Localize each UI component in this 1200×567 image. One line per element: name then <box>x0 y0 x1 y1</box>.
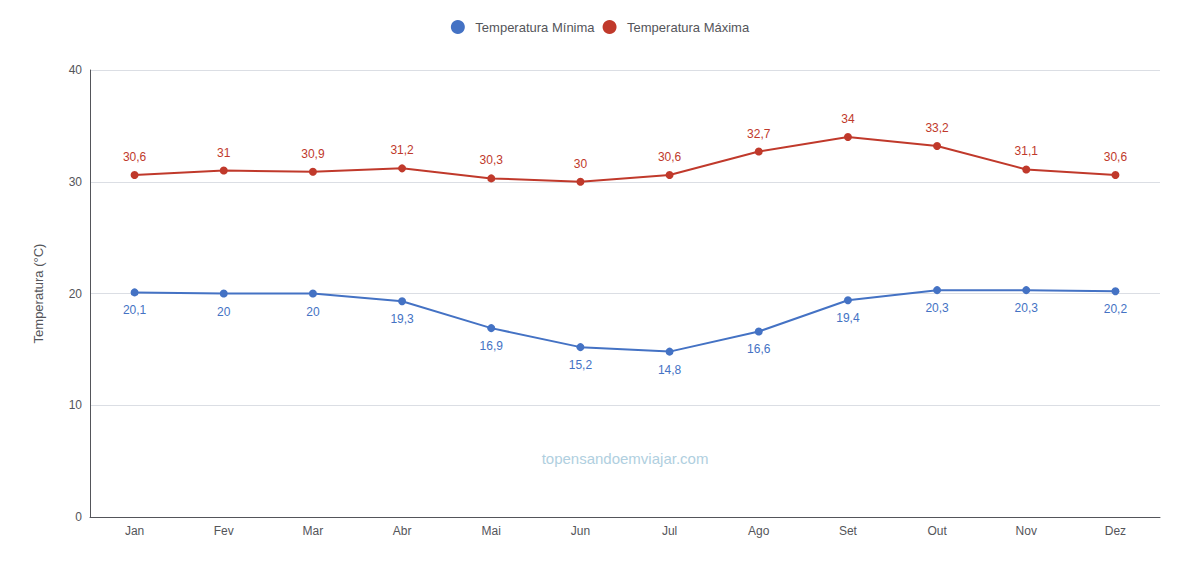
svg-text:16,6: 16,6 <box>747 342 771 356</box>
svg-text:Temperatura Máxima: Temperatura Máxima <box>627 20 750 35</box>
svg-text:30,9: 30,9 <box>301 147 325 161</box>
svg-text:31,2: 31,2 <box>390 143 414 157</box>
svg-text:30: 30 <box>574 157 588 171</box>
svg-text:19,4: 19,4 <box>836 311 860 325</box>
svg-text:31,1: 31,1 <box>1015 144 1039 158</box>
svg-text:topensandoemviajar.com: topensandoemviajar.com <box>542 450 709 467</box>
svg-text:20: 20 <box>217 305 231 319</box>
svg-text:30,6: 30,6 <box>123 150 147 164</box>
svg-text:Jun: Jun <box>571 524 590 538</box>
svg-text:15,2: 15,2 <box>569 358 593 372</box>
svg-text:Mai: Mai <box>482 524 501 538</box>
svg-text:30,6: 30,6 <box>1104 150 1128 164</box>
svg-text:31: 31 <box>217 146 231 160</box>
svg-text:34: 34 <box>841 112 855 126</box>
svg-text:30: 30 <box>69 175 83 189</box>
svg-text:30,3: 30,3 <box>480 153 504 167</box>
svg-text:Set: Set <box>839 524 858 538</box>
svg-text:20,3: 20,3 <box>1015 301 1039 315</box>
svg-text:Nov: Nov <box>1016 524 1037 538</box>
svg-text:Abr: Abr <box>393 524 412 538</box>
svg-text:Out: Out <box>927 524 947 538</box>
svg-text:19,3: 19,3 <box>390 312 414 326</box>
svg-text:20: 20 <box>306 305 320 319</box>
svg-text:14,8: 14,8 <box>658 363 682 377</box>
svg-text:20,1: 20,1 <box>123 303 147 317</box>
svg-text:Jan: Jan <box>125 524 144 538</box>
svg-text:20,3: 20,3 <box>925 301 949 315</box>
svg-text:20: 20 <box>69 287 83 301</box>
svg-text:40: 40 <box>69 63 83 77</box>
svg-text:Ago: Ago <box>748 524 770 538</box>
svg-text:Mar: Mar <box>303 524 324 538</box>
svg-text:Jul: Jul <box>662 524 677 538</box>
svg-text:33,2: 33,2 <box>925 121 949 135</box>
svg-text:Fev: Fev <box>214 524 234 538</box>
svg-text:30,6: 30,6 <box>658 150 682 164</box>
svg-text:32,7: 32,7 <box>747 127 771 141</box>
svg-text:16,9: 16,9 <box>480 339 504 353</box>
svg-text:20,2: 20,2 <box>1104 302 1128 316</box>
svg-text:Temperatura Mínima: Temperatura Mínima <box>475 20 595 35</box>
svg-text:10: 10 <box>69 398 83 412</box>
svg-text:Temperatura (°C): Temperatura (°C) <box>31 244 46 344</box>
svg-text:0: 0 <box>75 510 82 524</box>
svg-text:Dez: Dez <box>1105 524 1126 538</box>
